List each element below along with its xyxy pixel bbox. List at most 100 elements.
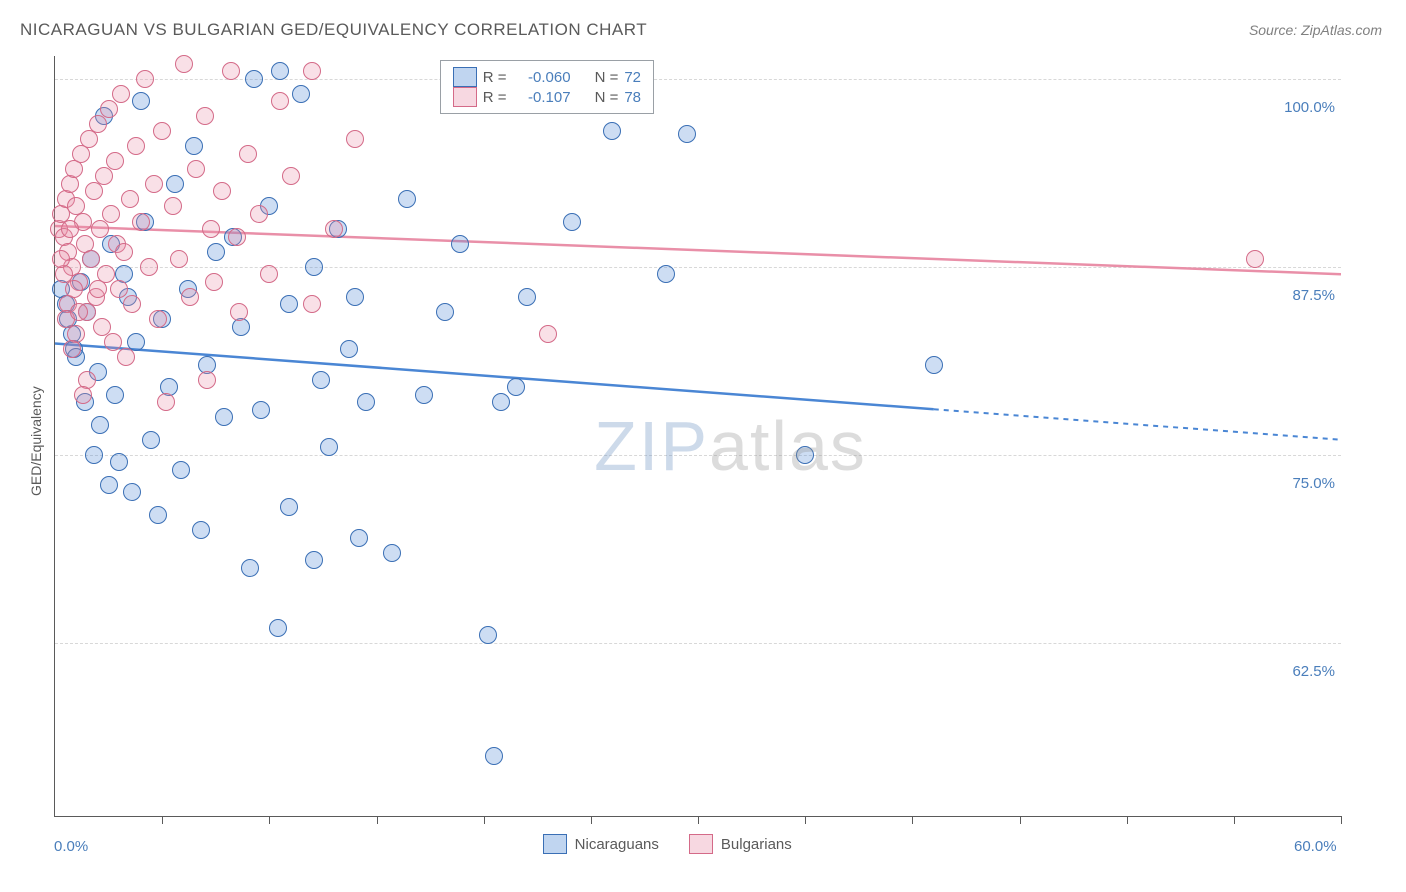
data-point [451, 235, 469, 253]
data-point [539, 325, 557, 343]
data-point [271, 62, 289, 80]
source-label: Source: ZipAtlas.com [1249, 22, 1382, 38]
data-point [796, 446, 814, 464]
data-point [230, 303, 248, 321]
data-point [100, 476, 118, 494]
data-point [192, 521, 210, 539]
x-max-label: 60.0% [1294, 838, 1337, 855]
data-point [89, 280, 107, 298]
data-point [85, 446, 103, 464]
data-point [157, 393, 175, 411]
gridline [55, 455, 1341, 456]
data-point [357, 393, 375, 411]
data-point [117, 348, 135, 366]
x-tick [1020, 816, 1021, 824]
data-point [252, 401, 270, 419]
stat-R-value: -0.107 [513, 89, 571, 106]
data-point [320, 438, 338, 456]
legend-label: Bulgarians [721, 836, 792, 853]
data-point [350, 529, 368, 547]
data-point [70, 303, 88, 321]
data-point [436, 303, 454, 321]
trend-line-dash [934, 409, 1341, 440]
data-point [153, 122, 171, 140]
data-point [479, 626, 497, 644]
data-point [250, 205, 268, 223]
data-point [215, 408, 233, 426]
stat-R-value: -0.060 [513, 69, 571, 86]
data-point [340, 340, 358, 358]
data-point [222, 62, 240, 80]
data-point [132, 213, 150, 231]
data-point [164, 197, 182, 215]
data-point [239, 145, 257, 163]
data-point [132, 92, 150, 110]
stat-N-value: 78 [624, 89, 641, 106]
legend-label: Nicaraguans [575, 836, 659, 853]
data-point [232, 318, 250, 336]
stat-R-prefix: R = [483, 89, 507, 106]
data-point [52, 250, 70, 268]
x-tick [698, 816, 699, 824]
data-point [106, 152, 124, 170]
trend-svg [55, 56, 1341, 816]
data-point [1246, 250, 1264, 268]
data-point [170, 250, 188, 268]
data-point [228, 228, 246, 246]
x-tick [805, 816, 806, 824]
data-point [110, 280, 128, 298]
legend-item: Bulgarians [689, 834, 792, 854]
legend-item: Nicaraguans [543, 834, 659, 854]
data-point [325, 220, 343, 238]
data-point [241, 559, 259, 577]
data-point [202, 220, 220, 238]
data-point [398, 190, 416, 208]
x-min-label: 0.0% [54, 838, 88, 855]
x-tick [377, 816, 378, 824]
stat-N-prefix: N = [595, 89, 619, 106]
data-point [346, 288, 364, 306]
data-point [518, 288, 536, 306]
data-point [100, 100, 118, 118]
stat-N-prefix: N = [595, 69, 619, 86]
data-point [269, 619, 287, 637]
legend-swatch [453, 87, 477, 107]
data-point [136, 70, 154, 88]
data-point [145, 175, 163, 193]
data-point [415, 386, 433, 404]
data-point [292, 85, 310, 103]
data-point [95, 167, 113, 185]
data-point [115, 243, 133, 261]
data-point [142, 431, 160, 449]
data-point [61, 220, 79, 238]
data-point [102, 205, 120, 223]
data-point [123, 483, 141, 501]
data-point [172, 461, 190, 479]
data-point [123, 295, 141, 313]
data-point [185, 137, 203, 155]
x-tick [1234, 816, 1235, 824]
data-point [303, 62, 321, 80]
data-point [507, 378, 525, 396]
data-point [196, 107, 214, 125]
chart-title: NICARAGUAN VS BULGARIAN GED/EQUIVALENCY … [20, 20, 647, 40]
data-point [104, 333, 122, 351]
data-point [91, 416, 109, 434]
data-point [140, 258, 158, 276]
data-point [149, 506, 167, 524]
data-point [106, 386, 124, 404]
data-point [260, 265, 278, 283]
chart-container: NICARAGUAN VS BULGARIAN GED/EQUIVALENCY … [0, 0, 1406, 892]
legend-swatch [689, 834, 713, 854]
gridline [55, 267, 1341, 268]
data-point [346, 130, 364, 148]
stat-R-prefix: R = [483, 69, 507, 86]
y-tick-label: 87.5% [1292, 287, 1335, 304]
data-point [303, 295, 321, 313]
x-tick [1341, 816, 1342, 824]
x-tick [162, 816, 163, 824]
data-point [207, 243, 225, 261]
data-point [563, 213, 581, 231]
data-point [198, 371, 216, 389]
y-tick-label: 100.0% [1284, 99, 1335, 116]
